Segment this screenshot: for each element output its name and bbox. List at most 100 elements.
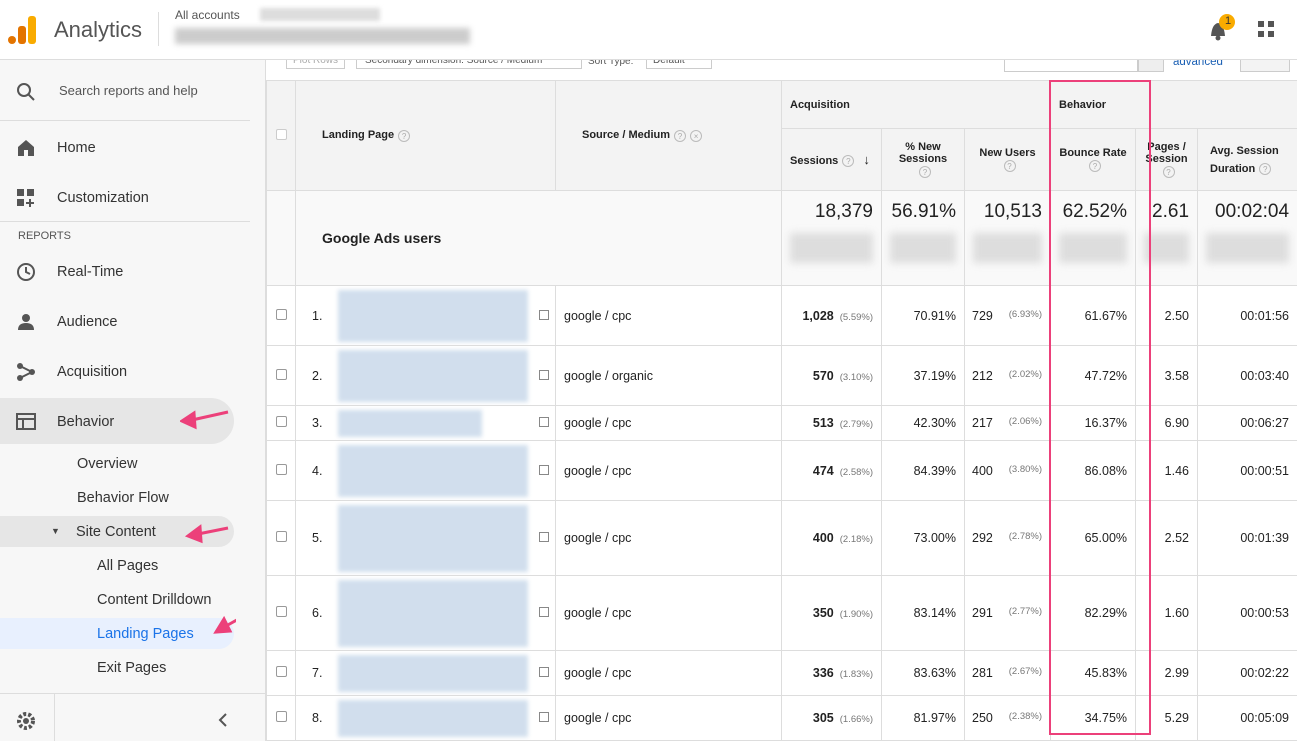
pages-session: 2.50	[1135, 285, 1199, 346]
col-header[interactable]: Pages / Session	[1145, 141, 1188, 166]
nav-subitem-active[interactable]: Landing Pages	[97, 626, 194, 642]
avg-duration: 00:01:56	[1197, 285, 1297, 346]
settings-icon[interactable]	[16, 711, 36, 731]
data-row: 8. google / cpc 305 (1.66%) 81.97% 250 (2.38%)…	[266, 695, 1297, 741]
new-users-pct: (2.77%)	[1008, 606, 1043, 617]
sessions: 513	[812, 416, 834, 430]
sessions-pct: (1.83%)	[839, 669, 873, 680]
new-users-cell: 217 (2.06%)	[963, 405, 1052, 441]
row-checkbox[interactable]	[275, 416, 287, 427]
new-sessions: 70.91%	[881, 285, 965, 346]
landing-cell: 1.	[295, 285, 556, 346]
total-value: 00:02:04	[1215, 201, 1290, 222]
data-row: 3. google / cpc 513 (2.79%) 42.30% 217 (2.06%)…	[266, 405, 1297, 441]
search-box[interactable]	[1004, 60, 1138, 72]
sessions: 350	[812, 606, 834, 620]
row-checkbox[interactable]	[275, 606, 287, 617]
row-index: 4.	[312, 463, 323, 478]
total-cell: 10,513	[963, 190, 1052, 286]
source-medium: google / cpc	[555, 405, 782, 441]
nav-subitem[interactable]: All Pages	[97, 558, 159, 574]
nav-subitem[interactable]: Exit Pages	[97, 660, 167, 676]
custom-icon	[17, 189, 34, 207]
col-header[interactable]: Avg. Session Duration	[1210, 144, 1279, 175]
row-index: 6.	[312, 606, 323, 620]
nav-item[interactable]: Home	[57, 140, 96, 156]
sessions-cell: 336 (1.83%)	[781, 650, 882, 696]
nav-subitem[interactable]: Site Content	[76, 524, 156, 540]
row-checkbox[interactable]	[275, 711, 287, 722]
nav-item[interactable]: Audience	[57, 314, 118, 330]
new-sessions: 81.97%	[881, 695, 965, 741]
row-checkbox[interactable]	[275, 463, 287, 475]
new-users: 281	[972, 666, 993, 680]
secondary-dimension[interactable]: Secondary dimension: Source / Medium	[356, 60, 582, 69]
avg-duration: 00:00:53	[1197, 575, 1297, 651]
notifications[interactable]	[1206, 14, 1236, 44]
row-checkbox[interactable]	[275, 666, 287, 677]
plot-rows[interactable]: Plot Rows	[286, 60, 346, 69]
new-users-pct: (3.80%)	[1008, 463, 1043, 475]
new-users-pct: (2.06%)	[1008, 416, 1043, 427]
new-users-cell: 281 (2.67%)	[963, 650, 1052, 696]
total-value: 10,513	[983, 201, 1043, 222]
new-users-pct: (2.78%)	[1008, 531, 1043, 542]
new-users-cell: 212 (2.02%)	[963, 345, 1052, 406]
new-users: 292	[972, 531, 993, 545]
logo	[8, 16, 36, 44]
search[interactable]: Search reports and help	[59, 83, 198, 98]
apps-icon[interactable]	[1258, 21, 1274, 37]
landing-cell: 8.	[295, 695, 556, 741]
new-sessions: 42.30%	[881, 405, 965, 441]
new-sessions: 84.39%	[881, 440, 965, 501]
checkbox-cell	[266, 575, 296, 651]
col-header[interactable]: Bounce Rate	[1059, 147, 1127, 160]
nav-subitem[interactable]: Behavior Flow	[77, 490, 169, 506]
nav-subitem[interactable]: Content Drilldown	[97, 592, 212, 608]
total-cell: 00:02:04	[1197, 190, 1297, 286]
landing-cell: 3.	[295, 405, 556, 441]
total-cell: 62.52%	[1050, 190, 1137, 286]
app-title: Analytics	[54, 17, 143, 42]
nav-subitem[interactable]: Overview	[77, 456, 138, 472]
new-users-cell: 250 (2.38%)	[963, 695, 1052, 741]
breadcrumb[interactable]: All accounts	[175, 8, 240, 22]
nav-item[interactable]: Customization	[57, 190, 149, 206]
col-header[interactable]: Source / Medium	[582, 129, 671, 142]
arrows	[180, 410, 236, 634]
new-users-pct: (2.02%)	[1008, 368, 1043, 380]
col-header[interactable]: % New Sessions	[898, 141, 948, 166]
col-header[interactable]: Sessions	[790, 154, 839, 167]
checkbox-cell	[266, 500, 296, 576]
bounce-rate: 61.67%	[1050, 285, 1137, 346]
sessions: 570	[812, 368, 834, 383]
checkbox-cell	[266, 650, 296, 696]
col-header[interactable]: Landing Page	[322, 129, 395, 142]
advanced-link[interactable]: advanced	[1173, 60, 1223, 68]
total-value: 2.61	[1152, 201, 1190, 222]
section-label: REPORTS	[18, 230, 71, 242]
source-medium: google / cpc	[555, 575, 782, 651]
bounce-rate: 45.83%	[1050, 650, 1137, 696]
row-checkbox[interactable]	[275, 531, 287, 542]
landing-cell: 6.	[295, 575, 556, 651]
sessions-cell: 305 (1.66%)	[781, 695, 882, 741]
row-checkbox[interactable]	[275, 368, 287, 380]
nav-item[interactable]: Acquisition	[57, 364, 128, 380]
new-users: 729	[972, 308, 993, 323]
sessions-cell: 350 (1.90%)	[781, 575, 882, 651]
nav-item[interactable]: Real-Time	[57, 264, 124, 280]
sessions-cell: 570 (3.10%)	[781, 345, 882, 406]
data-row: 6. google / cpc 350 (1.90%) 83.14% 291 (2.77%)…	[266, 575, 1297, 651]
pages-session: 2.52	[1135, 500, 1199, 576]
row-checkbox[interactable]	[275, 308, 287, 320]
sessions: 336	[812, 666, 834, 680]
new-sessions: 37.19%	[881, 345, 965, 406]
new-users: 212	[972, 368, 993, 383]
nav-item[interactable]: Behavior	[57, 414, 115, 430]
sort-type[interactable]: Default	[646, 60, 712, 69]
collapse-icon[interactable]	[216, 712, 230, 728]
col-header[interactable]: New Users	[979, 147, 1036, 160]
new-users-cell: 400 (3.80%)	[963, 440, 1052, 501]
sessions: 305	[812, 711, 834, 725]
